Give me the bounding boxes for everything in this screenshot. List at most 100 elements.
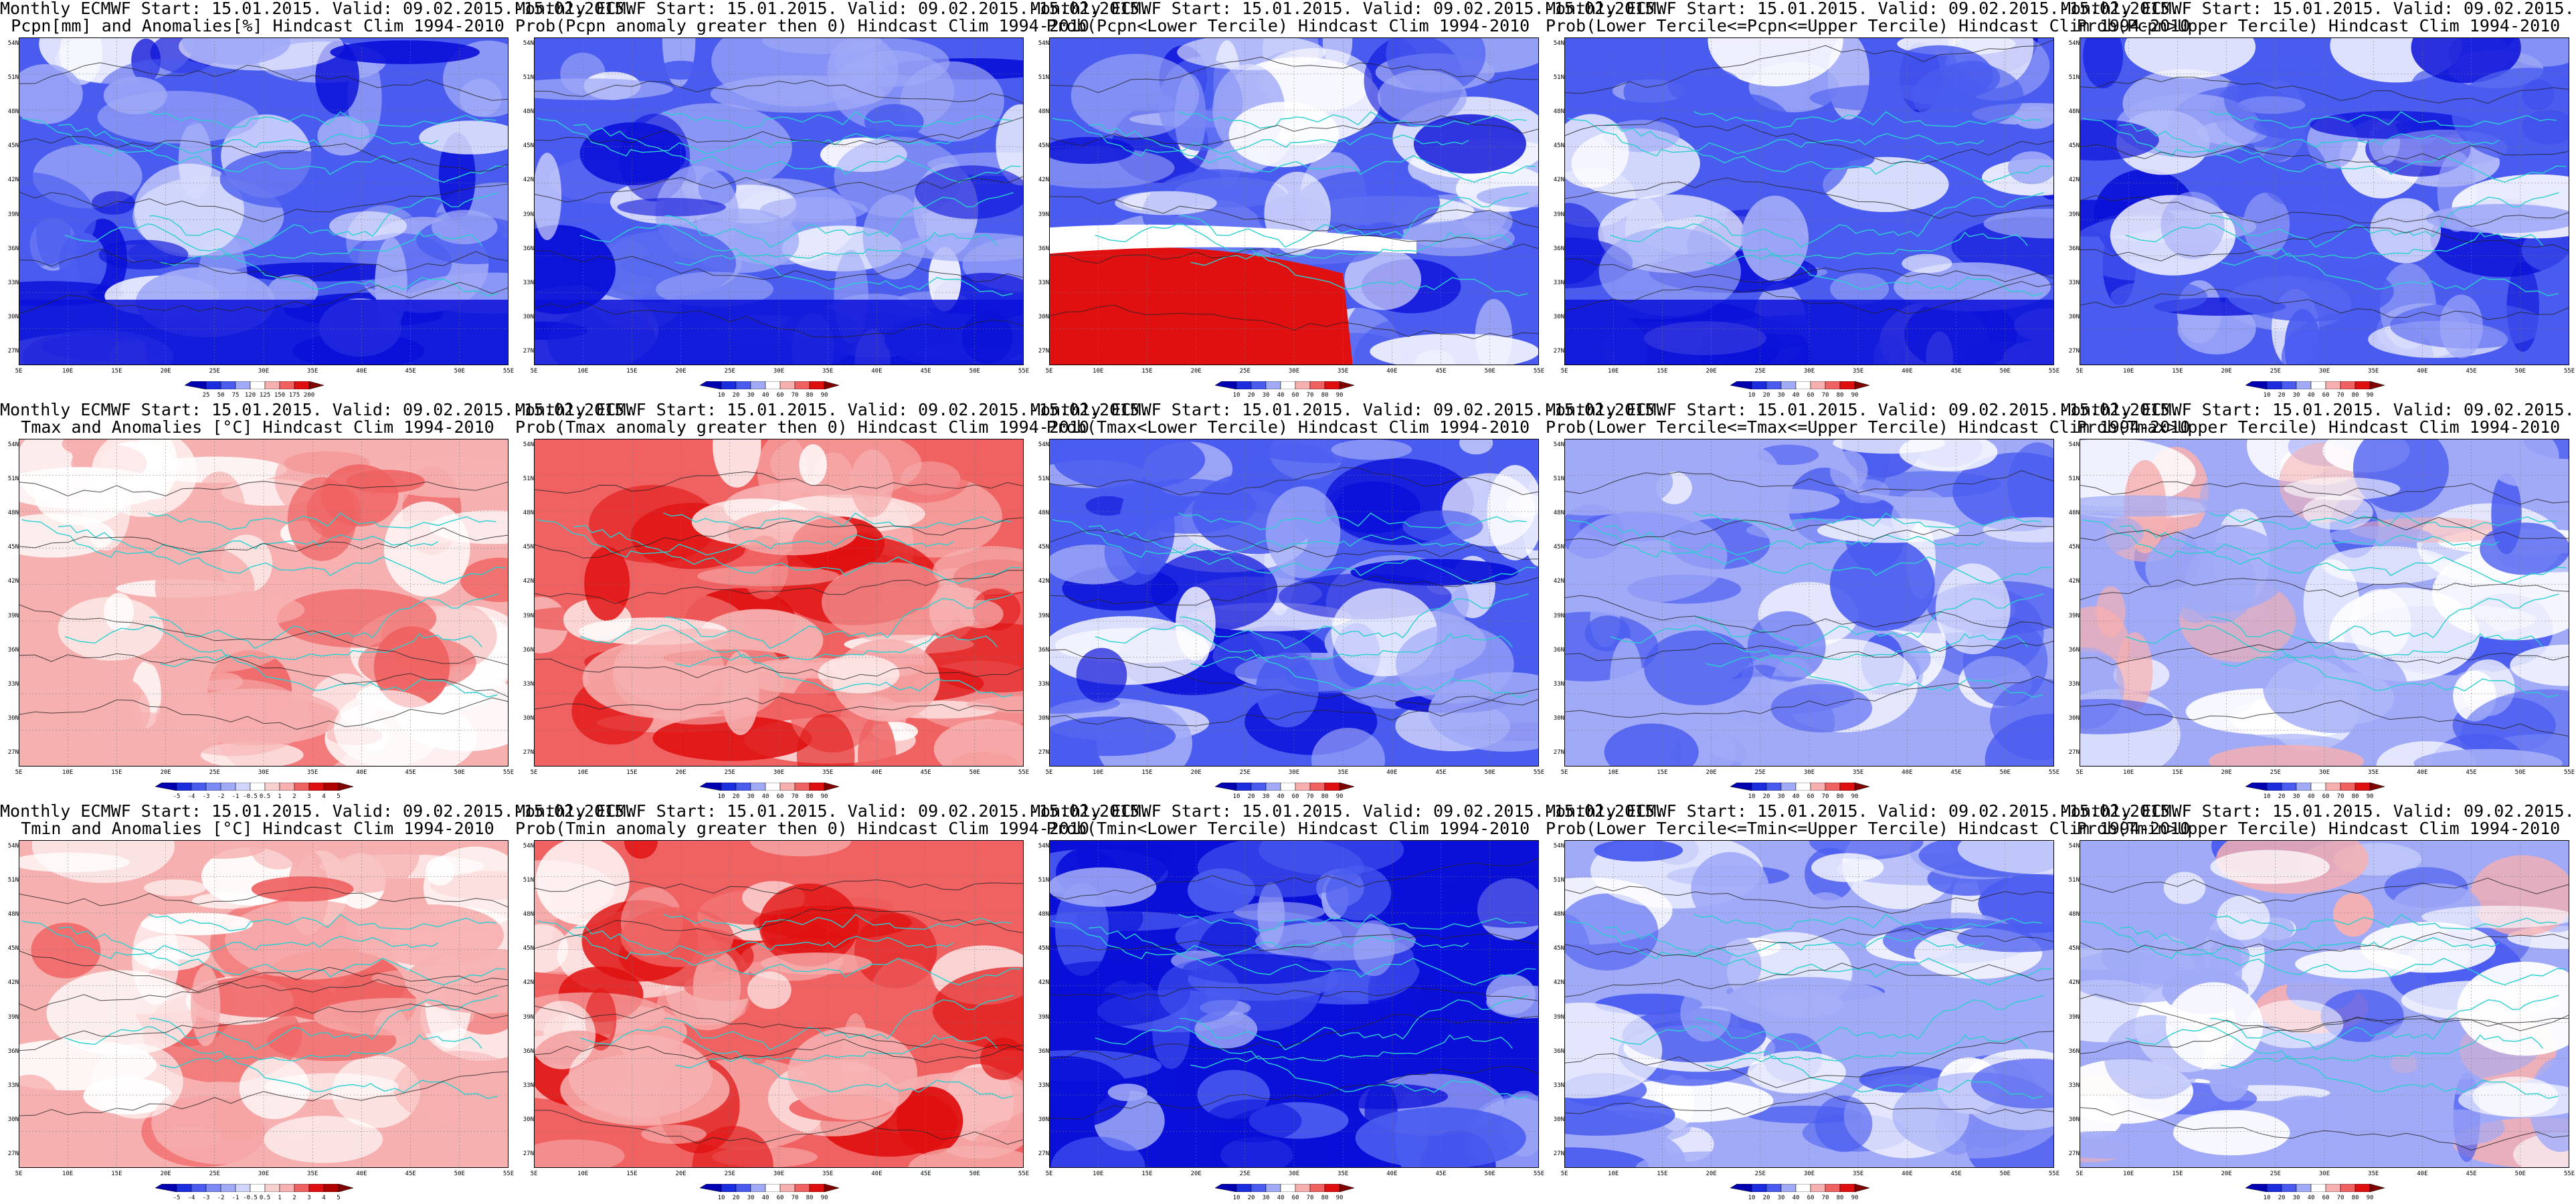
field-blob <box>1071 54 1199 138</box>
coastline <box>21 118 439 157</box>
lon-tick-label: 30E <box>258 368 270 375</box>
lat-tick-label: 42N <box>7 578 19 585</box>
field-blob <box>1049 716 1176 757</box>
field-blob <box>1331 439 1412 460</box>
field-blob <box>534 153 562 240</box>
panel-title-line2: Prob(Tmin<Lower Tercile) Hindcast Clim 1… <box>1046 819 1530 838</box>
coastline <box>664 192 1014 248</box>
lat-tick-label: 27N <box>523 1150 534 1157</box>
colorbar <box>1215 1184 1355 1192</box>
lon-tick-label: 25E <box>724 769 735 776</box>
field-blob <box>796 714 855 767</box>
field-blob <box>1085 496 1129 516</box>
lon-tick-label: 50E <box>969 368 980 375</box>
lon-tick-label: 25E <box>1754 769 1766 776</box>
field-blob <box>1820 149 1875 169</box>
lat-tick-label: 54N <box>1038 843 1049 849</box>
colorbar-tick-label: 70 <box>1821 1195 1829 1201</box>
colorbar-swatch <box>250 1184 266 1192</box>
lon-tick-label: 55E <box>502 1171 515 1177</box>
plot-frame <box>534 37 1024 365</box>
colorbar-tick-label: 70 <box>791 793 799 800</box>
field-blob <box>168 688 341 745</box>
colorbar-swatch <box>721 783 737 791</box>
field-blob <box>19 666 143 719</box>
lon-tick-label: 20E <box>160 1171 171 1177</box>
lat-tick-label: 45N <box>1038 142 1049 150</box>
lat-tick-label: 45N <box>2068 544 2080 551</box>
field-blob <box>1204 1099 1302 1143</box>
field-blob <box>747 971 792 1009</box>
coastline <box>1693 512 2042 530</box>
lon-tick-label: 55E <box>502 368 515 375</box>
field-blob <box>657 60 705 80</box>
field-blob <box>2080 1131 2186 1159</box>
lat-tick-label: 54N <box>1553 843 1564 849</box>
colorbar-swatch <box>308 1184 325 1192</box>
field-blob <box>612 628 786 725</box>
coastline <box>1180 192 1529 248</box>
coastline <box>1610 624 2028 660</box>
colorbar-swatch <box>1236 783 1252 791</box>
field-blob <box>657 845 739 874</box>
colorbar-tick-label: 30 <box>747 1195 755 1201</box>
colorbar-tick-label: 70 <box>1821 793 1829 800</box>
field-blob <box>2460 689 2569 767</box>
coastline <box>1089 124 1536 183</box>
forecast-panel: Monthly ECMWF Start: 15.01.2015. Valid: … <box>1546 0 2190 401</box>
lat-tick-label: 42N <box>1038 177 1049 184</box>
coastline <box>1052 519 1469 558</box>
coastline <box>2210 192 2559 248</box>
lon-tick-label: 25E <box>2270 1171 2281 1177</box>
lon-tick-label: 50E <box>454 1171 465 1177</box>
field-blob <box>1476 185 1539 208</box>
colorbar-swatch <box>176 1184 192 1192</box>
field-blob <box>932 967 1024 1051</box>
colorbar-tick-label: 70 <box>1821 392 1829 399</box>
field-blob <box>652 716 812 761</box>
colorbar-swatch <box>2310 1184 2326 1192</box>
lon-tick-label: 30E <box>773 1171 785 1177</box>
lon-tick-label: 20E <box>2221 1171 2232 1177</box>
map-plot <box>2080 37 2569 365</box>
lon-tick-label: 35E <box>1338 1171 1349 1177</box>
lon-tick-label: 10E <box>1093 1171 1104 1177</box>
coastline <box>573 525 1021 585</box>
coastline <box>1567 118 1985 157</box>
lat-tick-label: 42N <box>523 177 534 184</box>
lat-tick-label: 39N <box>1038 612 1049 619</box>
colorbar-tick-label: 80 <box>1321 392 1329 399</box>
forecast-panel: Monthly ECMWF Start: 15.01.2015. Valid: … <box>1030 803 1665 1204</box>
colorbar-tick-label: 40 <box>761 793 769 800</box>
colorbar-swatch <box>2369 381 2385 389</box>
colorbar-swatch <box>294 381 310 389</box>
lat-tick-label: 36N <box>1553 646 1564 654</box>
colorbar-swatch <box>1324 381 1340 389</box>
lat-tick-label: 30N <box>1553 313 1564 320</box>
lat-tick-label: 42N <box>1553 979 1564 987</box>
colorbar-swatch <box>1295 783 1311 791</box>
contour-line <box>1564 281 2054 314</box>
colorbar-swatch <box>824 1184 840 1192</box>
field-blob <box>1393 221 1515 256</box>
field-blob <box>1285 658 1374 694</box>
panel-title-line1: Monthly ECMWF Start: 15.01.2015. Valid: … <box>0 0 635 18</box>
lat-tick-label: 27N <box>2068 749 2080 756</box>
coastline <box>58 926 506 986</box>
lat-tick-label: 42N <box>2068 979 2080 987</box>
colorbar-swatch <box>1324 783 1340 791</box>
colorbar-swatch <box>750 1184 766 1192</box>
lon-tick-label: 15E <box>1657 1171 1668 1177</box>
field-blob <box>760 952 872 975</box>
lat-tick-label: 42N <box>1553 578 1564 585</box>
colorbar-tick-label: 90 <box>1336 793 1344 800</box>
lat-tick-label: 54N <box>1038 40 1049 47</box>
colorbar-tick-label: -3 <box>202 1195 210 1201</box>
field-blob <box>346 470 425 494</box>
contour-line <box>534 250 1024 282</box>
colorbar-tick-label: 150 <box>274 392 286 399</box>
lat-tick-label: 54N <box>1553 441 1564 448</box>
lon-tick-label: 45E <box>2466 769 2477 776</box>
lon-tick-label: 35E <box>822 368 834 375</box>
coastline <box>160 654 498 698</box>
